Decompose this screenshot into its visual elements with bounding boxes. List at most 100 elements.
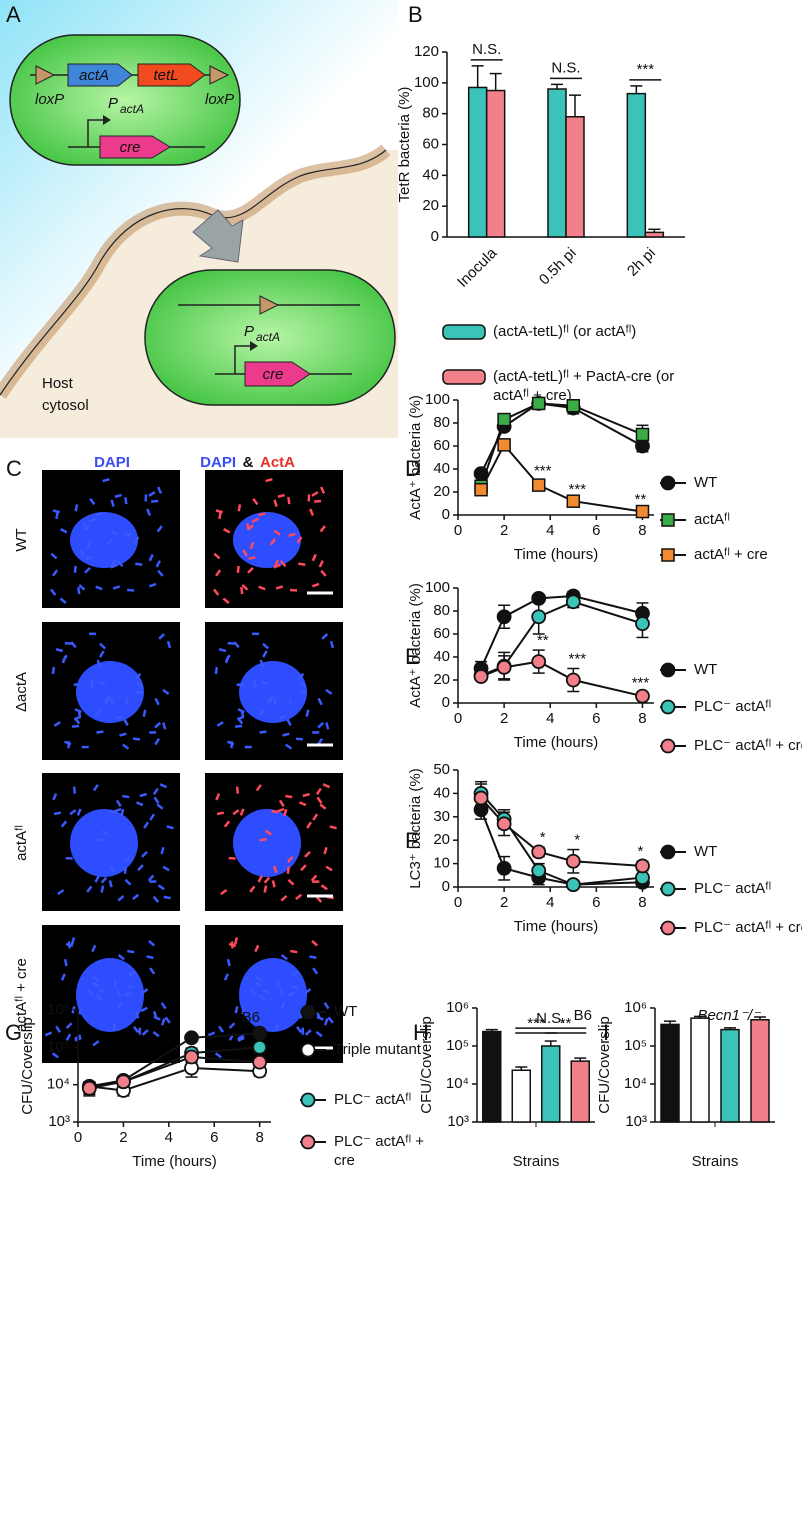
panel-label: C: [6, 456, 22, 481]
bacterium: [133, 536, 140, 544]
bacterium: [302, 792, 310, 798]
bacterium: [51, 666, 56, 675]
note: B6: [574, 1007, 592, 1024]
legend-item: (actA-tetL)ᶠˡ + PactA-cre (or actAᶠˡ + c…: [493, 368, 674, 404]
bacterium: [100, 885, 105, 893]
bacterium: [163, 895, 171, 900]
bacterium: [94, 709, 102, 717]
bacterium: [236, 565, 240, 574]
bacterium: [152, 1011, 158, 1019]
bacterium: [304, 851, 311, 858]
row-label: actAᶠˡ + cre: [13, 958, 30, 1032]
bacterium: [309, 508, 315, 516]
marker: [300, 1004, 316, 1020]
series-line: [89, 1056, 260, 1090]
bacterium: [146, 955, 154, 960]
promoter-subscript: actA: [256, 330, 280, 344]
marker: [660, 699, 676, 715]
x-axis-label: Time (hours): [132, 1153, 216, 1170]
series-line: [89, 1066, 260, 1092]
annotation: *: [638, 843, 644, 860]
bacterium: [265, 477, 273, 483]
bacterium: [65, 1033, 72, 1041]
bacterium-bottom: [144, 269, 396, 406]
marker: [565, 594, 581, 610]
bacterium: [148, 940, 156, 947]
bacterium: [278, 715, 286, 720]
bacterium: [156, 803, 164, 810]
x-tick-label: Inocula: [454, 244, 501, 291]
bacterium: [327, 1016, 334, 1024]
bacterium: [323, 846, 328, 855]
bacterium: [280, 1001, 286, 1010]
bacterium: [166, 825, 174, 830]
bacterium: [65, 856, 73, 860]
legend-item: actAᶠˡ: [694, 511, 730, 528]
bacterium: [261, 681, 269, 685]
bacterium: [312, 880, 320, 883]
bacterium: [112, 1023, 116, 1031]
bar: [690, 1017, 710, 1123]
bacterium: [92, 981, 100, 987]
bacterium: [162, 688, 170, 695]
nucleus: [233, 512, 301, 568]
bacterium: [273, 529, 281, 536]
x-axis-label: Time (hours): [514, 546, 598, 563]
bacterium: [123, 866, 127, 874]
bacterium: [230, 741, 233, 749]
bacterium: [259, 837, 267, 842]
bacterium: [252, 632, 260, 636]
marker: [661, 513, 675, 527]
bacterium: [60, 973, 66, 981]
marker: [252, 1054, 268, 1070]
bacterium: [60, 820, 68, 828]
x-tick-label: 8: [638, 522, 646, 539]
y-tick-label: 10³: [447, 1113, 469, 1130]
y-tick-label: 0: [442, 506, 450, 523]
bacterium: [262, 642, 269, 650]
annotation: ***: [534, 462, 552, 479]
legend-label: actAᶠˡ: [694, 511, 730, 528]
bacterium: [160, 846, 165, 855]
y-tick-label: 40: [433, 648, 450, 665]
bacterium: [110, 529, 118, 536]
annotation: N.S.: [551, 59, 580, 76]
bacterium: [86, 885, 93, 893]
bacterium: [92, 975, 100, 982]
legend-item: PLC⁻ actAᶠˡ: [694, 698, 771, 715]
bacterium: [153, 796, 160, 804]
x-tick-label: 0: [454, 894, 462, 911]
y-tick-label: 10⁴: [624, 1075, 647, 1092]
bacterium: [309, 955, 317, 960]
bacterium: [244, 745, 252, 749]
marker: [660, 738, 676, 754]
bacterium: [317, 697, 323, 706]
marker: [531, 396, 546, 411]
legend-item: PLC⁻ actAᶠˡ + cre: [694, 919, 802, 936]
bacterium: [73, 565, 77, 574]
y-tick-label: 100: [414, 74, 439, 91]
bacterium: [63, 958, 68, 967]
x-tick-label: 2: [500, 522, 508, 539]
annotation: *: [540, 829, 546, 846]
series-line: [89, 1032, 260, 1088]
bacterium: [98, 988, 107, 994]
bacterium: [207, 1031, 216, 1037]
bacterium: [290, 985, 298, 989]
bacterium: [288, 532, 296, 537]
x-axis-label: Time (hours): [514, 918, 598, 935]
marker: [566, 494, 581, 508]
bacterium: [108, 880, 113, 888]
loxp-site: [35, 65, 56, 85]
series-line: [480, 797, 643, 867]
bacterium: [263, 876, 271, 884]
bacterium: [73, 717, 81, 725]
chart: B 0 20 40 60 80 100 120 TetR bacteria (%) Inocula…: [396, 2, 685, 404]
bacterium: [307, 494, 311, 502]
bacterium: [71, 724, 80, 728]
bacterium: [143, 821, 150, 829]
x-tick-label: 6: [592, 894, 600, 911]
bacterium: [87, 989, 94, 997]
bacterium: [246, 524, 255, 531]
bacterium: [250, 989, 257, 997]
